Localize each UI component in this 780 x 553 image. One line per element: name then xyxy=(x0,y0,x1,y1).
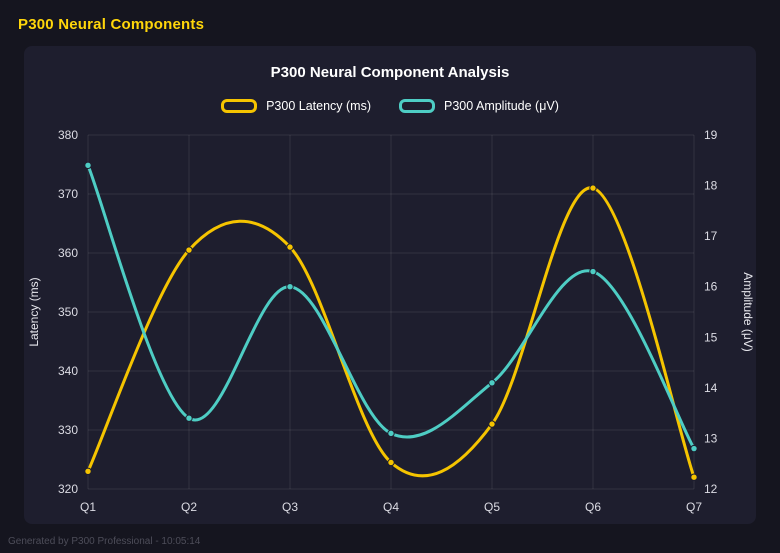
legend-label: P300 Amplitude (μV) xyxy=(444,99,559,113)
svg-text:Amplitude (μV): Amplitude (μV) xyxy=(741,272,755,352)
svg-text:Latency (ms): Latency (ms) xyxy=(27,277,41,346)
svg-text:Q1: Q1 xyxy=(80,500,96,514)
svg-text:Q7: Q7 xyxy=(686,500,702,514)
chart-legend: P300 Latency (ms) P300 Amplitude (μV) xyxy=(24,95,756,117)
svg-text:370: 370 xyxy=(58,187,78,201)
legend-item-amplitude[interactable]: P300 Amplitude (μV) xyxy=(399,99,559,113)
svg-text:Q4: Q4 xyxy=(383,500,399,514)
svg-text:17: 17 xyxy=(704,229,718,243)
svg-text:12: 12 xyxy=(704,482,718,496)
svg-text:18: 18 xyxy=(704,179,718,193)
svg-text:16: 16 xyxy=(704,280,718,294)
legend-item-latency[interactable]: P300 Latency (ms) xyxy=(221,99,371,113)
svg-text:330: 330 xyxy=(58,423,78,437)
svg-text:Q3: Q3 xyxy=(282,500,298,514)
svg-text:Q6: Q6 xyxy=(585,500,601,514)
svg-text:350: 350 xyxy=(58,305,78,319)
legend-swatch-icon xyxy=(399,99,435,113)
svg-text:320: 320 xyxy=(58,482,78,496)
svg-text:340: 340 xyxy=(58,364,78,378)
svg-text:Q5: Q5 xyxy=(484,500,500,514)
chart-title: P300 Neural Component Analysis xyxy=(270,64,510,81)
svg-text:19: 19 xyxy=(704,128,718,142)
page-title: P300 Neural Components xyxy=(18,16,205,33)
svg-text:15: 15 xyxy=(704,330,718,344)
chart-canvas: 320 330 340 350 360 370 380 12 13 14 15 16 17 18 19 Q1 Q… xyxy=(27,128,755,514)
legend-label: P300 Latency (ms) xyxy=(266,99,371,113)
legend-swatch-icon xyxy=(221,99,258,113)
svg-text:Q2: Q2 xyxy=(181,500,197,514)
chart-plot-area: 320 330 340 350 360 370 380 12 13 14 15 16 17 18 19 Q1 Q… xyxy=(24,123,756,527)
svg-text:380: 380 xyxy=(58,128,78,142)
chart-panel: P300 Neural Component Analysis P300 Late… xyxy=(24,46,756,524)
svg-text:13: 13 xyxy=(704,431,718,445)
svg-text:360: 360 xyxy=(58,246,78,260)
status-bar-text: Generated by P300 Professional - 10:05:1… xyxy=(8,536,201,547)
svg-text:14: 14 xyxy=(704,381,718,395)
